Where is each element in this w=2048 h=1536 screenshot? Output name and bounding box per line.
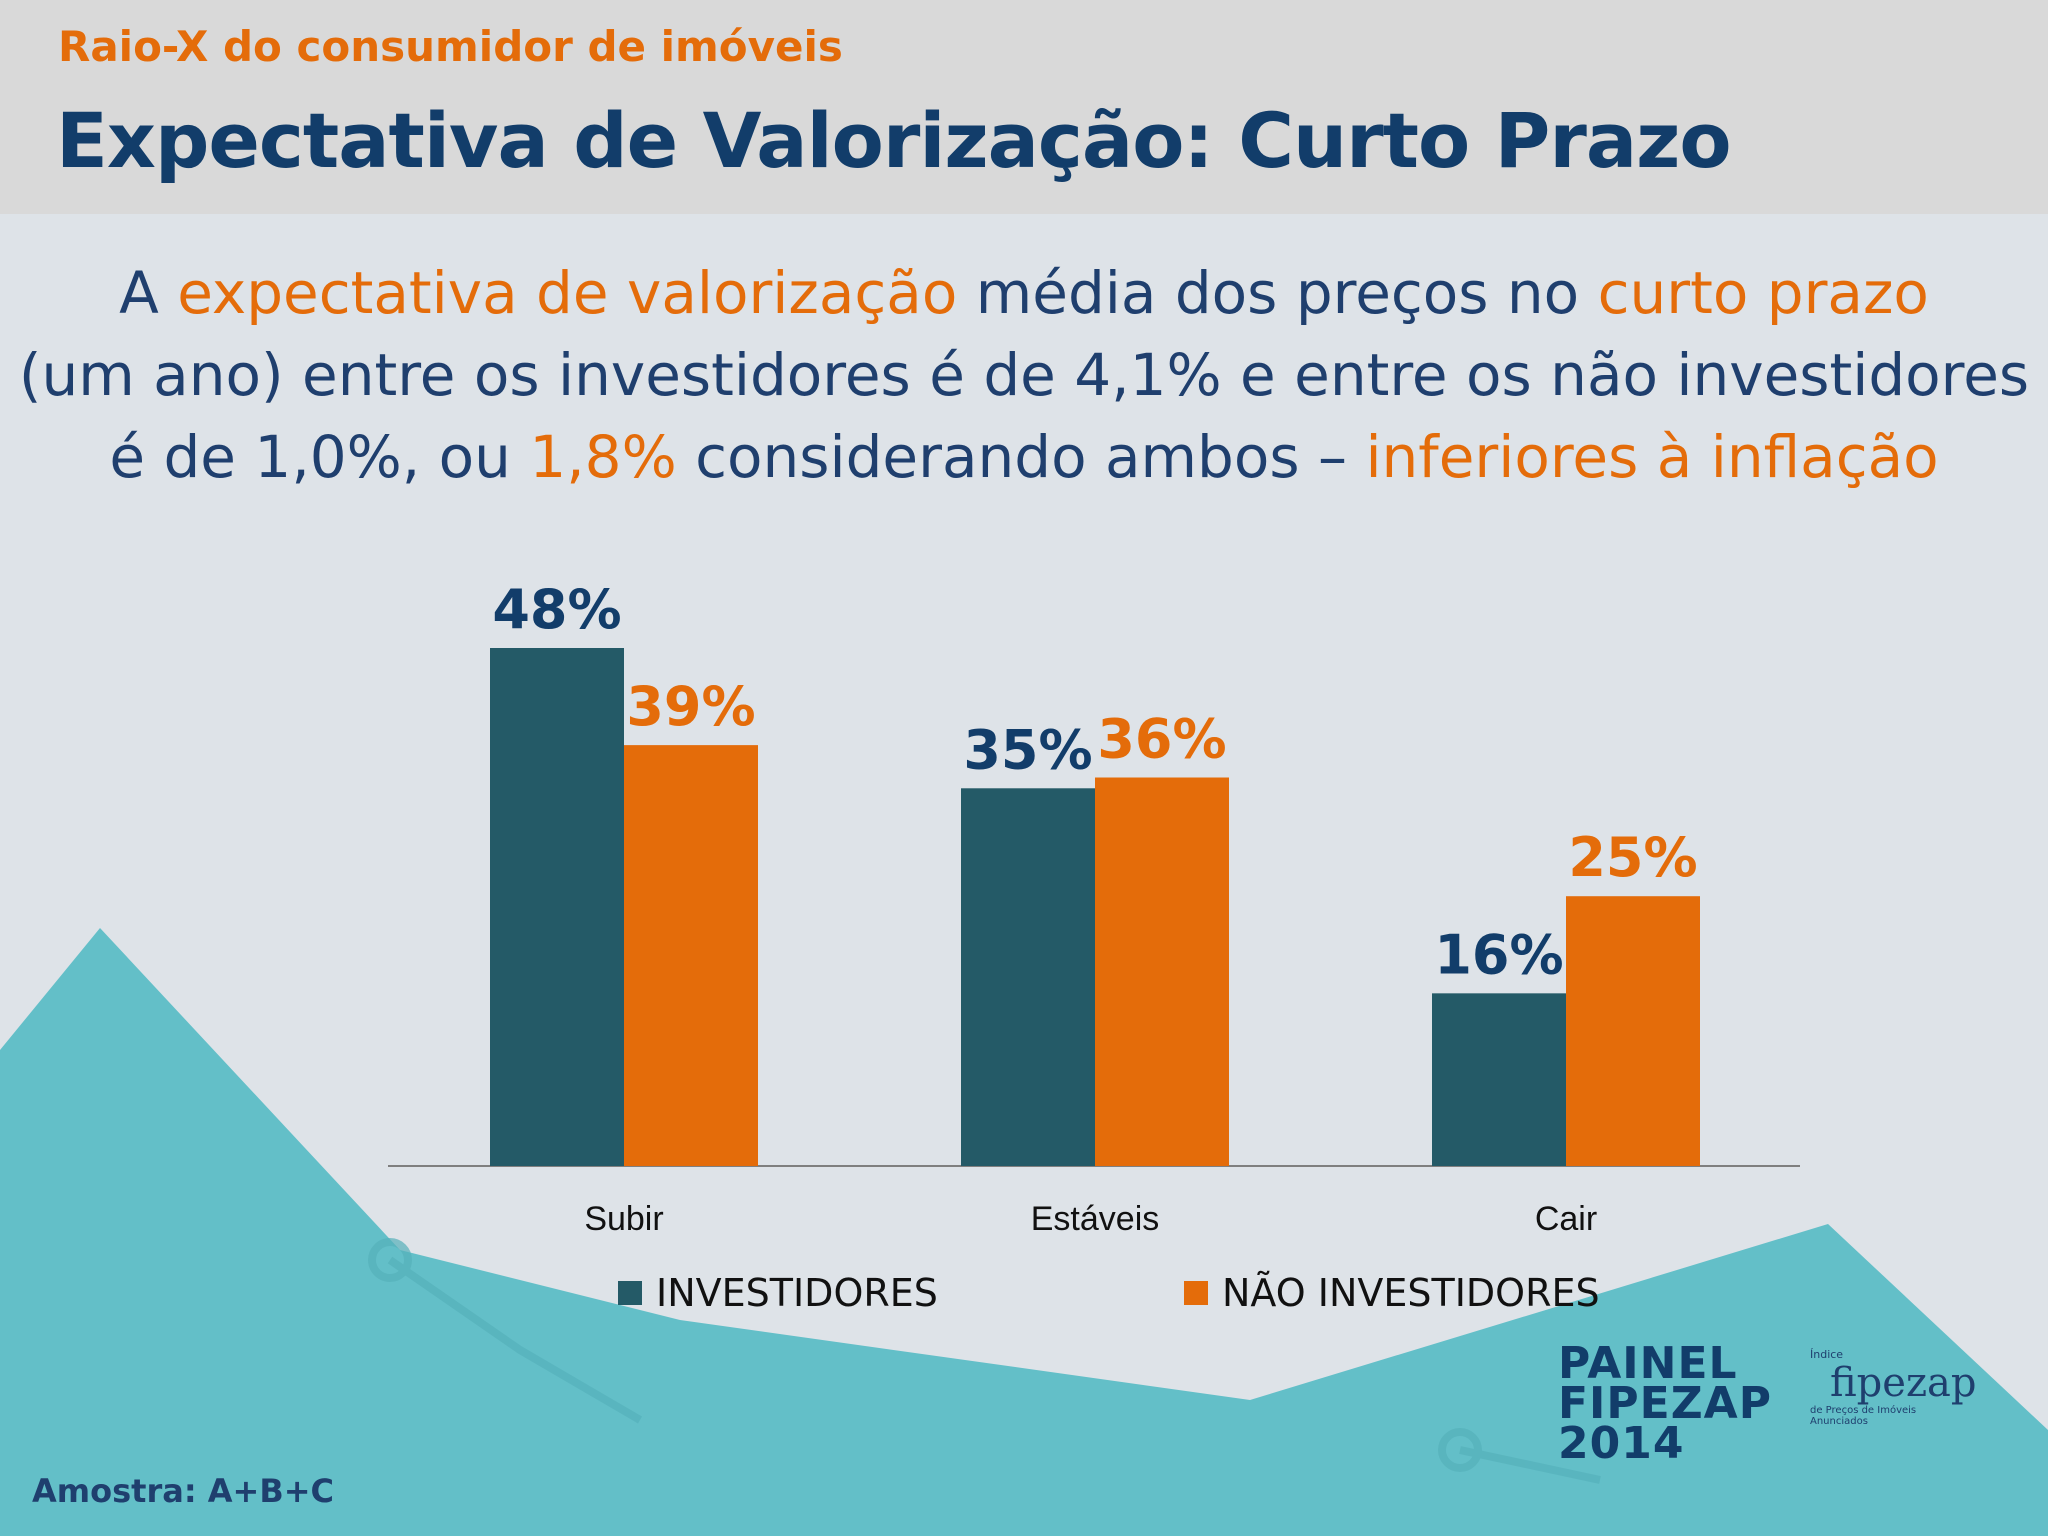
data-label-nao-investidores-estaveis: 36% — [1097, 708, 1226, 771]
legend-label-nao-investidores: NÃO INVESTIDORES — [1222, 1271, 1600, 1315]
data-label-investidores-estaveis: 35% — [963, 718, 1092, 781]
data-label-nao-investidores-cair: 25% — [1568, 826, 1697, 889]
painel-line-1: PAINEL — [1558, 1338, 1738, 1389]
data-label-nao-investidores-subir: 39% — [626, 675, 755, 738]
lead-l3a: é de 1,0%, ou — [109, 423, 530, 491]
page-title: Expectativa de Valorização: Curto Prazo — [56, 96, 1732, 185]
header-kicker: Raio-X do consumidor de imóveis — [58, 22, 843, 71]
sample-note: Amostra: A+B+C — [32, 1472, 335, 1510]
lead-l3d: inferiores à inflação — [1365, 423, 1939, 491]
bar-nao-investidores-estaveis — [1095, 777, 1229, 1166]
painel-fipezap-logo: PAINEL FIPEZAP 2014 — [1558, 1338, 1772, 1469]
lead-l3b: 1,8% — [529, 423, 677, 491]
fipezap-subtitle: de Preços de Imóveis Anunciados — [1810, 1405, 1917, 1427]
lead-line-2: (um ano) entre os investidores é de 4,1%… — [18, 341, 2030, 409]
bar-investidores-subir — [490, 648, 624, 1166]
lead-l1a: A — [119, 259, 178, 327]
bar-investidores-cair — [1432, 993, 1566, 1166]
legend-swatch-investidores — [618, 1281, 642, 1305]
category-label-subir: Subir — [584, 1200, 663, 1238]
painel-line-2: FIPEZAP — [1558, 1378, 1772, 1429]
lead-text: A expectativa de valorização média dos p… — [0, 252, 2048, 498]
lead-l1b: expectativa de valorização — [177, 259, 958, 327]
bar-investidores-estaveis — [961, 788, 1095, 1166]
lead-line-1: A expectativa de valorização média dos p… — [0, 252, 2048, 334]
lead-l3c: considerando ambos – — [676, 423, 1366, 491]
bar-nao-investidores-cair — [1566, 896, 1700, 1166]
painel-line-3: 2014 — [1558, 1418, 1685, 1469]
legend-item-nao-investidores: NÃO INVESTIDORES — [1184, 1268, 1600, 1318]
data-label-investidores-subir: 48% — [492, 578, 621, 641]
category-label-estaveis: Estáveis — [1031, 1200, 1160, 1238]
category-label-cair: Cair — [1535, 1200, 1597, 1238]
lead-l1c: média dos preços no — [957, 259, 1598, 327]
legend-item-investidores: INVESTIDORES — [618, 1268, 938, 1318]
fipezap-index-logo: Índice fipezap de Preços de Imóveis Anun… — [1810, 1348, 1977, 1427]
fipezap-wordmark: fipezap — [1830, 1360, 1977, 1406]
fipezap-small: Índice — [1810, 1348, 1844, 1361]
lead-l1d: curto prazo — [1597, 259, 1929, 327]
legend-label-investidores: INVESTIDORES — [656, 1271, 938, 1315]
data-label-investidores-cair: 16% — [1434, 923, 1563, 986]
lead-line-3: é de 1,0%, ou 1,8% considerando ambos – … — [0, 416, 2048, 498]
header-bar: Raio-X do consumidor de imóveis Expectat… — [0, 0, 2048, 214]
legend-swatch-nao-investidores — [1184, 1281, 1208, 1305]
bar-nao-investidores-subir — [624, 745, 758, 1166]
